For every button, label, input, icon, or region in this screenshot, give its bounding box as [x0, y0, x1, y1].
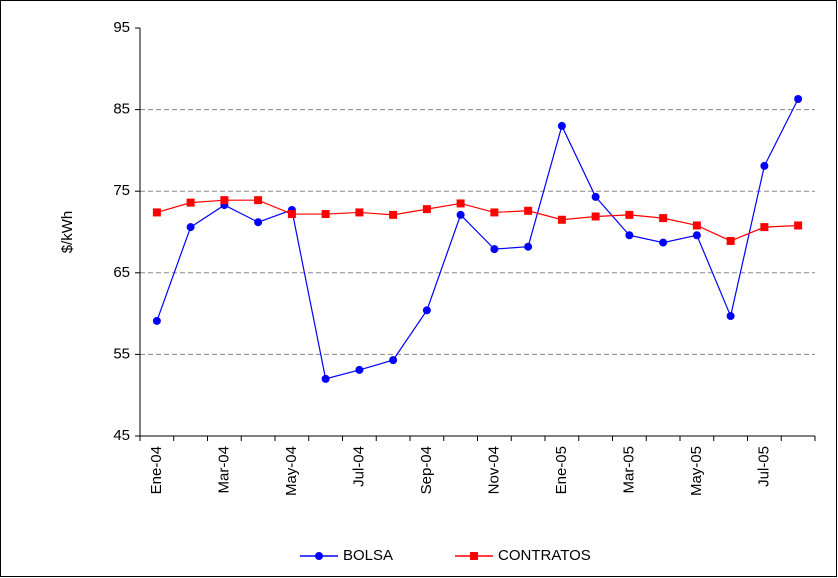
y-tick-label: 55 — [113, 345, 130, 362]
data-point — [422, 205, 431, 214]
y-axis-label: $/kWh — [59, 211, 76, 254]
x-tick-label: Mar-05 — [620, 446, 637, 494]
x-tick-label: Jul-05 — [755, 446, 772, 487]
y-tick-label: 65 — [113, 264, 130, 281]
x-tick-label: Ene-04 — [148, 446, 165, 494]
data-point — [287, 210, 296, 219]
legend-label: BOLSA — [343, 547, 393, 564]
data-point — [692, 231, 701, 240]
data-point — [625, 231, 634, 240]
data-point — [490, 208, 499, 217]
data-point — [591, 212, 600, 221]
data-point — [456, 199, 465, 208]
data-point — [760, 161, 769, 170]
x-tick-label: Mar-04 — [215, 446, 232, 494]
data-point — [557, 121, 566, 130]
data-point — [456, 210, 465, 219]
data-point — [524, 206, 533, 215]
data-point — [321, 374, 330, 383]
data-point — [186, 223, 195, 232]
data-point — [659, 214, 668, 223]
data-point — [726, 236, 735, 245]
legend-marker — [470, 552, 478, 560]
data-point — [152, 208, 161, 217]
data-point — [625, 210, 634, 219]
data-point — [557, 215, 566, 224]
data-point — [152, 316, 161, 325]
data-point — [692, 221, 701, 230]
series-line — [156, 199, 799, 242]
data-point — [726, 312, 735, 321]
y-tick-label: 45 — [113, 427, 130, 444]
y-tick-label: 75 — [113, 182, 130, 199]
data-point — [355, 208, 364, 217]
data-point — [389, 356, 398, 365]
x-tick-label: Sep-04 — [418, 446, 435, 494]
data-point — [490, 245, 499, 254]
data-point — [355, 365, 364, 374]
series-line — [156, 98, 799, 380]
y-tick-label: 95 — [113, 19, 130, 36]
data-point — [254, 218, 263, 227]
data-point — [794, 221, 803, 230]
data-point — [659, 238, 668, 247]
data-point — [524, 242, 533, 251]
data-point — [186, 198, 195, 207]
x-tick-label: Jul-04 — [350, 446, 367, 487]
y-tick-label: 85 — [113, 101, 130, 118]
x-tick-label: Nov-04 — [485, 446, 502, 494]
data-point — [321, 210, 330, 219]
x-tick-label: Ene-05 — [553, 446, 570, 494]
data-point — [389, 210, 398, 219]
data-point — [760, 223, 769, 232]
data-point — [422, 306, 431, 315]
data-point — [220, 196, 229, 205]
x-tick-label: May-04 — [283, 446, 300, 496]
x-tick-label: May-05 — [688, 446, 705, 496]
data-point — [591, 192, 600, 201]
legend-label: CONTRATOS — [498, 547, 591, 564]
data-point — [794, 94, 803, 103]
legend-marker — [315, 552, 323, 560]
data-point — [254, 196, 263, 205]
